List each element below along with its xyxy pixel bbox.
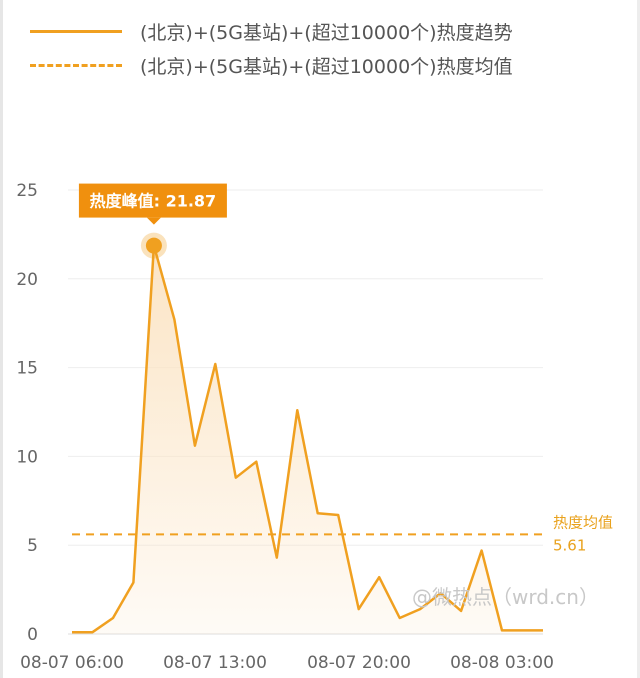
x-tick-label: 08-08 03:00	[450, 653, 554, 673]
legend-solid-swatch	[30, 29, 122, 33]
left-edge	[0, 0, 3, 678]
watermark: @微热点（wrd.cn）	[412, 585, 599, 609]
trend-area	[72, 245, 543, 634]
y-tick-label: 20	[16, 270, 38, 290]
y-tick-label: 10	[16, 447, 38, 467]
x-tick-label: 08-07 13:00	[163, 653, 267, 673]
peak-label: 热度峰值: 21.87	[90, 192, 217, 211]
legend: (北京)+(5G基站)+(超过10000个)热度趋势 (北京)+(5G基站)+(…	[30, 14, 513, 82]
right-edge	[637, 0, 640, 678]
trend-line	[72, 244, 543, 634]
average-value: 5.61	[553, 536, 586, 554]
peak-point	[145, 237, 162, 254]
y-tick-label: 0	[27, 625, 38, 645]
legend-average-label: (北京)+(5G基站)+(超过10000个)热度均值	[140, 55, 513, 78]
x-tick-label: 08-07 20:00	[307, 653, 411, 673]
legend-item-average[interactable]: (北京)+(5G基站)+(超过10000个)热度均值	[30, 48, 513, 82]
y-tick-label: 25	[16, 181, 38, 201]
x-tick-label: 08-07 06:00	[20, 653, 124, 673]
legend-item-trend[interactable]: (北京)+(5G基站)+(超过10000个)热度趋势	[30, 14, 513, 48]
legend-trend-label: (北京)+(5G基站)+(超过10000个)热度趋势	[140, 21, 513, 44]
peak-badge	[78, 183, 227, 218]
y-tick-label: 5	[27, 536, 38, 556]
peak-badge-pointer	[146, 217, 161, 225]
average-label: 热度均值	[553, 513, 613, 531]
y-tick-label: 15	[16, 359, 38, 379]
legend-dashed-swatch	[30, 63, 122, 67]
